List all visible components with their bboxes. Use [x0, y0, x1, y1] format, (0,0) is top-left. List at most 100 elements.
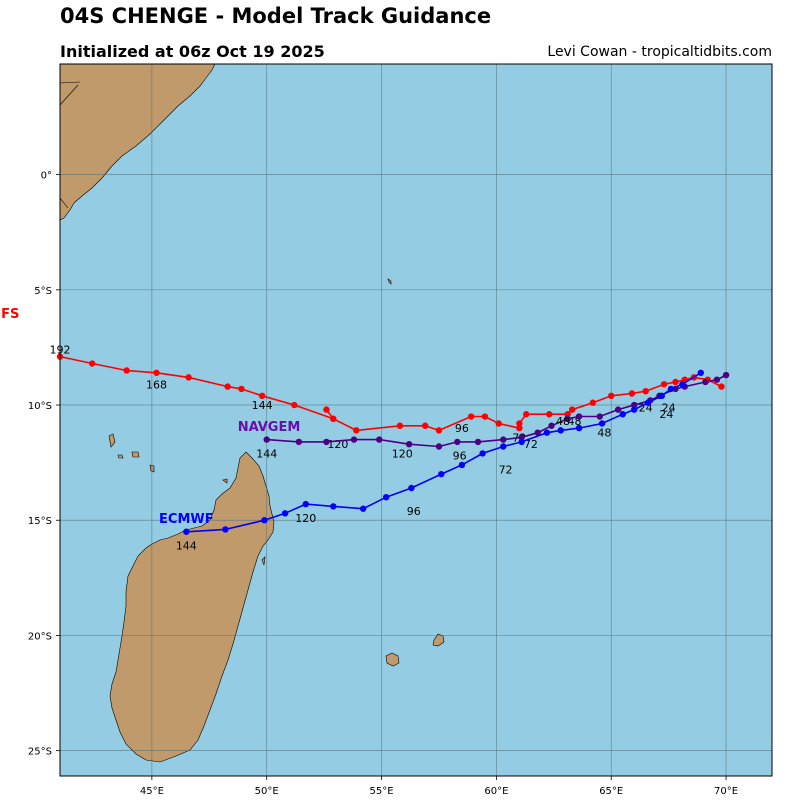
gfs-track-point	[516, 420, 523, 427]
lon-tick-label: 70°E	[714, 786, 738, 797]
lon-tick-label: 55°E	[370, 786, 394, 797]
seychelles-island	[387, 278, 392, 285]
ecmwf-track-point	[518, 438, 525, 446]
gfs-track-point	[546, 411, 553, 418]
navgem-track-point	[630, 401, 638, 409]
gfs-track-point	[421, 422, 429, 429]
lat-tick-label: 0°	[41, 171, 52, 182]
page-title: 04S CHENGE - Model Track Guidance	[60, 4, 492, 28]
gfs-track-point	[516, 424, 523, 432]
navgem-track-point	[405, 440, 413, 448]
ecmwf-hour-label: 24	[659, 408, 673, 421]
ecmwf-track-point	[183, 528, 190, 535]
ecmwf-hour-label: 120	[295, 512, 316, 525]
ecmwf-track-point	[619, 411, 626, 418]
map-frame	[59, 63, 773, 777]
ecmwf-track-point	[630, 406, 638, 413]
credit-text: Levi Cowan - tropicaltidbits.com	[547, 44, 772, 60]
gfs-track-point	[224, 383, 231, 390]
lon-tick-label: 45°E	[140, 786, 164, 797]
ecmwf-track: 24 48 72 96 120 144	[176, 369, 704, 553]
comoros-island	[108, 433, 116, 448]
lat-tick-label: 10°S	[28, 401, 52, 412]
ecmwf-track-point	[458, 461, 466, 469]
reunion-island	[385, 652, 400, 667]
glorioso-island	[222, 478, 228, 484]
gfs-hour-label: 24	[662, 401, 676, 414]
madagascar-landmass	[109, 451, 275, 763]
gfs-hour-label: 168	[146, 378, 167, 391]
ecmwf-track-point	[382, 493, 390, 501]
gfs-track-point	[481, 413, 489, 420]
navgem-track-point	[376, 436, 383, 443]
ecmwf-track-point	[598, 420, 606, 427]
navgem-track-point	[702, 378, 709, 386]
lon-tick-label: 50°E	[255, 786, 279, 797]
navgem-track-point	[454, 438, 461, 446]
mauritius-island	[432, 633, 445, 647]
ecmwf-track-point	[261, 517, 268, 524]
navgem-track-point	[722, 371, 730, 379]
gfs-track-point	[396, 422, 404, 429]
gfs-track-point	[258, 392, 266, 400]
navgem-hour-label: 72	[524, 438, 538, 451]
navgem-hour-label: 120	[392, 447, 413, 460]
navgem-track-point	[518, 434, 525, 441]
ecmwf-track-point	[408, 484, 415, 492]
gfs-track-point	[628, 390, 636, 397]
gfs-hour-label: 144	[252, 399, 273, 412]
gfs-track-point	[589, 399, 597, 406]
ecmwf-track-point	[644, 399, 652, 406]
navgem-track-point	[350, 436, 358, 443]
navgem-hour-label: 144	[256, 447, 277, 460]
graticule	[60, 64, 772, 776]
lat-tick-label: 15°S	[28, 516, 52, 527]
lat-tick-label: 25°S	[28, 747, 52, 758]
ecmwf-track-point	[302, 500, 309, 508]
ecmwf-track-point	[697, 369, 704, 376]
gfs-track-point	[291, 401, 298, 409]
gfs-track-point	[238, 385, 245, 393]
gfs-track-point	[660, 381, 668, 388]
ecmwf-track-point	[281, 510, 289, 517]
ecmwf-track-point	[679, 381, 686, 388]
navgem-model-label: NAVGEM	[238, 420, 301, 435]
gfs-track-point	[523, 411, 530, 418]
ecmwf-track-point	[222, 526, 229, 533]
navgem-track-point	[323, 438, 330, 446]
lat-tick-label: 5°S	[34, 286, 52, 297]
navgem-track-point	[548, 422, 555, 429]
gfs-track-point	[718, 383, 725, 390]
gfs-track-point	[323, 406, 330, 413]
navgem-track-point	[534, 429, 541, 436]
lon-tick-label: 65°E	[599, 786, 623, 797]
land-layer	[60, 64, 445, 763]
comoros-island	[117, 454, 124, 459]
navgem-track-point	[564, 415, 571, 423]
navgem-track-point	[713, 376, 721, 383]
gfs-track-point	[330, 415, 337, 423]
ecmwf-track-point	[359, 505, 367, 512]
gfs-track-point	[568, 406, 576, 413]
ecmwf-track-point	[500, 443, 507, 450]
ecmwf-hour-label: 144	[176, 540, 197, 553]
comoros-island	[131, 451, 140, 458]
navgem-track-point	[575, 413, 583, 420]
africa-landmass	[60, 64, 216, 221]
gfs-track-point	[353, 427, 360, 434]
lat-tick-label: 20°S	[28, 631, 52, 642]
navgem-track-point	[596, 413, 603, 420]
ste-marie-island	[261, 556, 266, 566]
ecmwf-track-point	[330, 503, 337, 510]
ecmwf-track-point	[543, 429, 551, 436]
navgem-hour-label: 96	[453, 450, 467, 463]
lon-tick-label: 60°E	[484, 786, 508, 797]
gfs-track-point	[672, 378, 679, 386]
navgem-track-point	[295, 438, 303, 446]
ecmwf-track-point	[438, 470, 445, 478]
ecmwf-track-point	[667, 385, 675, 393]
navgem-hour-label: 48	[556, 415, 570, 428]
gfs-track-point	[608, 392, 615, 400]
axis-tick-labels: 45°E 50°E 55°E 60°E 65°E 70°E 0° 5°S 10°S 15°S 20°…	[28, 171, 738, 797]
gfs-track-point	[185, 374, 192, 381]
